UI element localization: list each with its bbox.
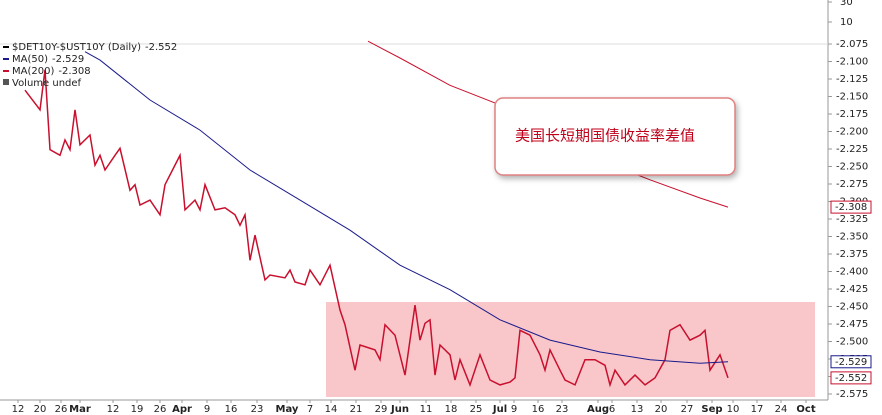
highlight-region xyxy=(326,302,815,397)
x-tick-label: 17 xyxy=(751,404,764,415)
y-tick-label: -2.225 xyxy=(836,144,868,155)
y-tick-label: -2.325 xyxy=(836,214,868,225)
x-tick-label: 6 xyxy=(609,404,615,415)
y-tick-label: -2.375 xyxy=(836,249,868,260)
legend-name: MA(200) xyxy=(12,66,54,77)
y-tick-label: -2.125 xyxy=(836,74,868,85)
x-tick-label: 11 xyxy=(420,404,433,415)
last-value-box xyxy=(830,355,872,369)
x-tick-label: 9 xyxy=(511,404,517,415)
x-tick-label: 19 xyxy=(131,404,144,415)
legend-value: -2.308 xyxy=(58,66,90,77)
y-tick-label: -2.200 xyxy=(836,127,868,138)
x-tick-label: 9 xyxy=(204,404,210,415)
legend-label: MA(200) -2.308 xyxy=(12,66,91,77)
x-tick-label: Apr xyxy=(172,404,192,415)
legend-name: $DET10Y-$UST10Y (Daily) xyxy=(12,42,141,53)
legend: $DET10Y-$UST10Y (Daily) -2.552 MA(50) -2.52… xyxy=(3,42,177,89)
x-tick-label: Oct xyxy=(796,404,815,415)
x-tick-label: 16 xyxy=(225,404,238,415)
legend-label: $DET10Y-$UST10Y (Daily) -2.552 xyxy=(12,42,177,53)
y-tick-label: -2.100 xyxy=(836,57,868,68)
series-line xyxy=(24,69,729,388)
legend-name: MA(50) xyxy=(12,54,48,65)
x-tick-label: 25 xyxy=(470,404,483,415)
y-tick-label: -2.500 xyxy=(836,336,868,347)
callout-text: 美国长短期国债收益率差值 xyxy=(515,127,695,145)
x-tick-label: Aug xyxy=(587,404,609,415)
x-tick-label: 20 xyxy=(655,404,668,415)
y-tick-label: -2.475 xyxy=(836,319,868,330)
x-tick-label: 18 xyxy=(445,404,458,415)
y-tick-label: -2.075 xyxy=(836,39,868,50)
x-tick-label: Jun xyxy=(390,404,409,415)
x-tick-label: 12 xyxy=(12,404,25,415)
last-value-label: -2.552 xyxy=(835,373,867,384)
y-tick-label: -2.425 xyxy=(836,284,868,295)
callout: 美国长短期国债收益率差值 xyxy=(494,97,736,176)
legend-label: Volume undef xyxy=(12,78,82,89)
x-tick-label: 14 xyxy=(325,404,338,415)
x-tick-label: 29 xyxy=(375,404,388,415)
last-value-box xyxy=(830,200,872,214)
y-tick-label: -2.175 xyxy=(836,109,868,120)
callout-box xyxy=(494,97,736,176)
x-tick-label: 10 xyxy=(727,404,740,415)
x-tick-label: 23 xyxy=(251,404,264,415)
x-tick-label: 27 xyxy=(681,404,694,415)
last-value-label: -2.529 xyxy=(835,357,867,368)
volume-tick-label: 30 xyxy=(840,0,853,8)
legend-value: -2.529 xyxy=(52,54,84,65)
x-tick-label: 24 xyxy=(775,404,788,415)
y-tick-label: -2.575 xyxy=(836,389,868,400)
volume-tick-label: 10 xyxy=(840,17,853,28)
x-tick-label: 16 xyxy=(532,404,545,415)
x-tick-label: 13 xyxy=(631,404,644,415)
last-value-box xyxy=(830,371,872,385)
y-tick-label: -2.400 xyxy=(836,266,868,277)
x-tick-label: 26 xyxy=(55,404,68,415)
y-tick-label: -2.250 xyxy=(836,162,868,173)
y-tick-label: -2.275 xyxy=(836,179,868,190)
y-tick-label: -2.350 xyxy=(836,232,868,243)
series-line xyxy=(84,51,729,364)
x-tick-label: May xyxy=(276,404,299,415)
y-tick-label: -2.150 xyxy=(836,92,868,103)
x-tick-label: 23 xyxy=(556,404,569,415)
x-tick-label: 7 xyxy=(307,404,313,415)
x-tick-label: Sep xyxy=(701,404,722,415)
legend-label: MA(50) -2.529 xyxy=(12,54,84,65)
x-tick-label: 12 xyxy=(107,404,120,415)
x-tick-label: 21 xyxy=(350,404,363,415)
x-tick-label: Jul xyxy=(492,404,507,415)
x-tick-label: 26 xyxy=(154,404,167,415)
y-tick-label: -2.450 xyxy=(836,301,868,312)
x-tick-label: Mar xyxy=(69,404,91,415)
legend-value: -2.552 xyxy=(145,42,177,53)
x-tick-label: 20 xyxy=(34,404,47,415)
last-value-label: -2.308 xyxy=(835,202,867,213)
legend-swatch xyxy=(3,79,9,85)
